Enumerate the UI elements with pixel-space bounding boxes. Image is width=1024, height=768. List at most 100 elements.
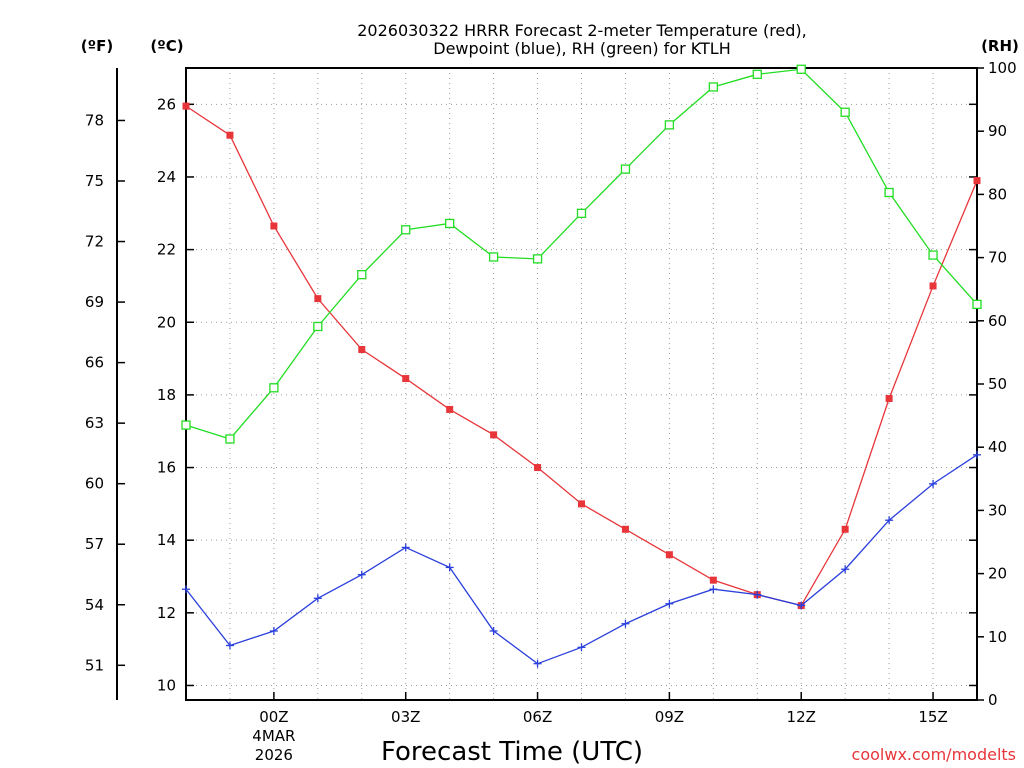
rh-tick-label: 10 <box>988 628 1007 646</box>
rh-point <box>488 252 499 262</box>
dewpoint-point <box>973 450 981 459</box>
x-axis-title: Forecast Time (UTC) <box>381 737 643 767</box>
rh-point <box>884 187 894 198</box>
2-meter-temperature-point <box>578 500 585 508</box>
dewpoint-point <box>665 599 674 608</box>
dewpoint-point <box>313 594 322 603</box>
celsius-tick-label: 18 <box>157 386 176 404</box>
x-tick-label: 00Z <box>259 708 288 726</box>
celsius-tick-label: 14 <box>157 531 176 549</box>
rh-tick-label: 90 <box>988 122 1007 140</box>
rh-point <box>752 69 762 79</box>
2-meter-temperature-point <box>358 345 366 353</box>
rh-point <box>181 420 191 430</box>
2-meter-temperature-point <box>314 295 322 303</box>
2-meter-temperature-point <box>226 131 234 139</box>
rh-point <box>532 254 543 264</box>
rh-point <box>972 299 982 310</box>
celsius-tick-label: 26 <box>157 95 176 113</box>
rh-tick-label: 100 <box>988 59 1017 77</box>
rh-tick-label: 60 <box>988 312 1007 330</box>
2-meter-temperature-point <box>534 464 542 472</box>
grid-lines <box>186 68 977 700</box>
fahrenheit-tick-label: 60 <box>85 475 104 493</box>
rh-point <box>796 64 806 74</box>
2-meter-temperature-point <box>621 525 629 533</box>
rh-series <box>181 64 982 444</box>
fahrenheit-tick-label: 63 <box>85 414 104 432</box>
chart-title-line-1: 2026030322 HRRR Forecast 2-meter Tempera… <box>357 21 807 40</box>
dewpoint-point <box>709 585 718 594</box>
rh-tick-label: 80 <box>988 185 1007 203</box>
celsius-unit-label: (ºC) <box>150 37 183 55</box>
x-tick-label: 03Z <box>391 708 420 726</box>
dewpoint-point <box>225 641 234 650</box>
fahrenheit-unit-label: (ºF) <box>81 37 113 55</box>
celsius-tick-label: 22 <box>157 241 176 259</box>
rh-point <box>928 250 938 260</box>
dewpoint-point <box>885 516 894 525</box>
x-tick-label: 15Z <box>918 708 947 726</box>
rh-tick-label: 70 <box>988 249 1007 267</box>
rh-tick-label: 0 <box>988 691 998 709</box>
celsius-tick-label: 12 <box>157 604 176 622</box>
chart-axes: 10 12 14 16 18 20 22 24 26 51 54 57 60 63 66 69 72 75 78 0 1… <box>85 59 1017 764</box>
2-meter-temperature-point <box>885 395 893 403</box>
dewpoint-point <box>357 570 366 579</box>
celsius-tick-label: 24 <box>157 168 176 186</box>
fahrenheit-tick-label: 57 <box>85 535 104 553</box>
x-tick-label: 09Z <box>655 708 684 726</box>
x-tick-date-label: 4MAR <box>252 727 295 745</box>
dewpoint-point <box>489 626 498 635</box>
2-meter-temperature-point <box>973 177 981 185</box>
rh-point <box>357 270 367 280</box>
fahrenheit-tick-label: 69 <box>85 293 104 311</box>
rh-unit-label: (RH) <box>981 37 1019 55</box>
2-meter-temperature-point <box>929 282 937 290</box>
rh-point <box>840 107 850 117</box>
rh-point <box>620 164 631 174</box>
rh-point <box>269 383 279 393</box>
dewpoint-point <box>841 565 850 574</box>
2-meter-temperature-point <box>446 405 454 413</box>
series-layer <box>181 64 982 668</box>
2-meter-temperature-point <box>270 222 278 230</box>
rh-tick-label: 30 <box>988 501 1007 519</box>
2-meter-temperature-point <box>665 551 673 559</box>
dewpoint-point <box>929 479 938 488</box>
fahrenheit-tick-label: 72 <box>85 233 104 251</box>
rh-point <box>708 82 718 92</box>
celsius-tick-label: 10 <box>157 676 176 694</box>
rh-point <box>576 208 587 219</box>
2-meter-temperature-point <box>402 375 410 383</box>
credit-text: coolwx.com/modelts <box>852 745 1016 764</box>
fahrenheit-tick-label: 78 <box>85 111 104 129</box>
fahrenheit-tick-label: 54 <box>85 596 104 614</box>
dewpoint-point <box>753 590 762 599</box>
fahrenheit-tick-label: 66 <box>85 354 104 372</box>
dewpoint-point <box>621 619 630 628</box>
rh-point <box>225 434 235 444</box>
chart-labels: 2026030322 HRRR Forecast 2-meter Tempera… <box>81 21 1019 767</box>
dewpoint-point <box>269 626 278 635</box>
x-tick-label: 12Z <box>787 708 816 726</box>
2-meter-temperature-point <box>490 431 498 439</box>
fahrenheit-tick-label: 75 <box>85 172 104 190</box>
rh-point <box>313 321 323 332</box>
dewpoint-point <box>797 601 806 610</box>
celsius-tick-label: 20 <box>157 313 176 331</box>
2-meter-temperature-point <box>182 102 190 110</box>
rh-tick-label: 50 <box>988 375 1007 393</box>
x-tick-label: 06Z <box>523 708 552 726</box>
rh-point <box>401 225 411 235</box>
rh-tick-label: 20 <box>988 565 1007 583</box>
fahrenheit-tick-label: 51 <box>85 656 104 674</box>
rh-tick-label: 40 <box>988 438 1007 456</box>
2-meter-temperature-point <box>709 576 717 584</box>
celsius-tick-label: 16 <box>157 459 176 477</box>
dewpoint-series <box>182 450 981 668</box>
2-meter-temperature-line <box>185 105 978 607</box>
dewpoint-point <box>577 643 586 652</box>
rh-point <box>445 218 455 229</box>
